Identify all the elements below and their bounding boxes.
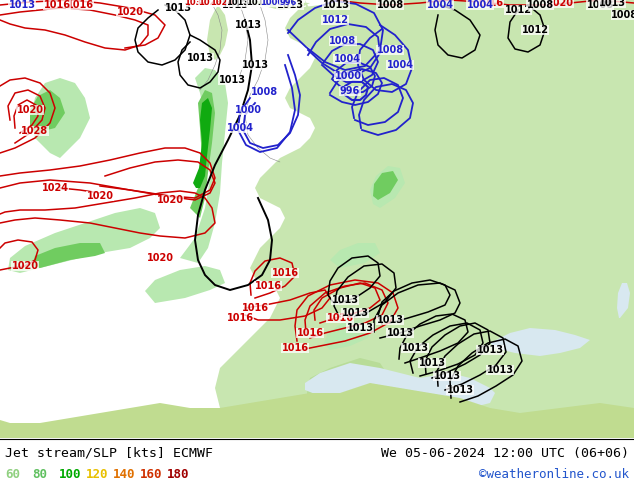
Polygon shape	[490, 328, 590, 356]
Text: 1016: 1016	[477, 0, 503, 8]
Polygon shape	[373, 171, 398, 200]
Text: 1000: 1000	[261, 0, 283, 6]
Text: 1013: 1013	[446, 385, 474, 395]
Polygon shape	[307, 358, 390, 428]
Polygon shape	[193, 98, 212, 188]
Text: 1004: 1004	[226, 123, 254, 133]
Text: 996: 996	[340, 86, 360, 96]
Text: 1013: 1013	[332, 295, 358, 305]
Polygon shape	[145, 266, 225, 303]
Text: 1013: 1013	[598, 0, 626, 8]
Text: 1028: 1028	[198, 0, 222, 6]
Polygon shape	[30, 78, 90, 158]
Text: 1013: 1013	[387, 328, 413, 338]
Text: 1028: 1028	[22, 126, 49, 136]
Polygon shape	[520, 333, 634, 368]
Text: 80: 80	[32, 467, 47, 481]
Text: 1013: 1013	[418, 358, 446, 368]
Polygon shape	[207, 5, 228, 60]
Text: 140: 140	[113, 467, 136, 481]
Text: 1013: 1013	[226, 0, 250, 6]
Text: 1013: 1013	[434, 371, 460, 381]
Polygon shape	[324, 320, 372, 350]
Text: 1016: 1016	[242, 303, 269, 313]
Text: 1020: 1020	[547, 0, 574, 8]
Text: 1016: 1016	[281, 343, 309, 353]
Text: 1020: 1020	[146, 253, 174, 263]
Text: 1020: 1020	[16, 105, 44, 115]
Text: 1008: 1008	[377, 0, 404, 10]
Text: 1016: 1016	[327, 313, 354, 323]
Text: 160: 160	[140, 467, 162, 481]
Text: 1016: 1016	[44, 0, 70, 10]
Text: 1020: 1020	[86, 191, 113, 201]
Text: 1008: 1008	[377, 45, 404, 55]
Polygon shape	[32, 243, 105, 268]
Text: Jet stream/SLP [kts] ECMWF: Jet stream/SLP [kts] ECMWF	[5, 446, 213, 460]
Text: 1020: 1020	[11, 261, 39, 271]
Text: 1013: 1013	[276, 0, 304, 10]
Text: 60: 60	[5, 467, 20, 481]
Text: 1013: 1013	[486, 365, 514, 375]
Text: 1000: 1000	[335, 71, 361, 81]
Text: 1020: 1020	[157, 195, 183, 205]
Polygon shape	[0, 383, 634, 438]
Text: 100: 100	[59, 467, 82, 481]
Text: We 05-06-2024 12:00 UTC (06+06): We 05-06-2024 12:00 UTC (06+06)	[381, 446, 629, 460]
Text: 1000: 1000	[235, 105, 261, 115]
Text: 1013: 1013	[221, 0, 249, 10]
Text: 1020: 1020	[117, 7, 143, 17]
Text: 1008: 1008	[611, 10, 634, 20]
Text: 1008: 1008	[252, 87, 278, 97]
Text: 1013: 1013	[219, 75, 245, 85]
Polygon shape	[330, 243, 380, 268]
Polygon shape	[210, 0, 634, 438]
Text: 1013: 1013	[323, 0, 349, 10]
Text: 1011: 1011	[247, 0, 269, 6]
Polygon shape	[617, 283, 630, 318]
Text: 1016: 1016	[271, 268, 299, 278]
Text: 1013: 1013	[235, 20, 261, 30]
Text: 1032: 1032	[184, 0, 207, 6]
Text: 1012: 1012	[505, 5, 531, 15]
Polygon shape	[8, 208, 160, 273]
Text: 1024: 1024	[41, 183, 68, 193]
Polygon shape	[190, 90, 215, 218]
Text: 180: 180	[167, 467, 190, 481]
Text: 1004: 1004	[333, 54, 361, 64]
Text: 1013: 1013	[164, 3, 191, 13]
Text: 1013: 1013	[377, 315, 403, 325]
Text: 996: 996	[280, 0, 297, 6]
Text: 1012: 1012	[321, 15, 349, 25]
Polygon shape	[305, 363, 495, 413]
Text: 1004: 1004	[427, 0, 453, 10]
Text: 1008: 1008	[330, 36, 356, 46]
Polygon shape	[305, 0, 360, 60]
Polygon shape	[30, 90, 65, 133]
Text: 1013: 1013	[8, 0, 36, 10]
Text: 1013: 1013	[342, 308, 368, 318]
Text: 1008: 1008	[526, 0, 553, 10]
Polygon shape	[370, 166, 405, 208]
Text: 1008: 1008	[586, 0, 614, 10]
Text: 1013: 1013	[401, 343, 429, 353]
Text: 1016: 1016	[254, 281, 281, 291]
Polygon shape	[180, 68, 228, 263]
Text: ©weatheronline.co.uk: ©weatheronline.co.uk	[479, 467, 629, 481]
Text: 1016: 1016	[226, 313, 254, 323]
Text: 1016: 1016	[67, 0, 93, 10]
Text: 1004: 1004	[387, 60, 413, 70]
Text: 1013: 1013	[186, 53, 214, 63]
Text: 1013: 1013	[477, 345, 503, 355]
Text: 1012: 1012	[522, 25, 548, 35]
Text: 120: 120	[86, 467, 108, 481]
Text: 1024: 1024	[210, 0, 234, 6]
Text: 1016: 1016	[297, 328, 323, 338]
Text: 1013: 1013	[242, 60, 269, 70]
Text: 1013: 1013	[347, 323, 373, 333]
Text: 1004: 1004	[467, 0, 493, 10]
